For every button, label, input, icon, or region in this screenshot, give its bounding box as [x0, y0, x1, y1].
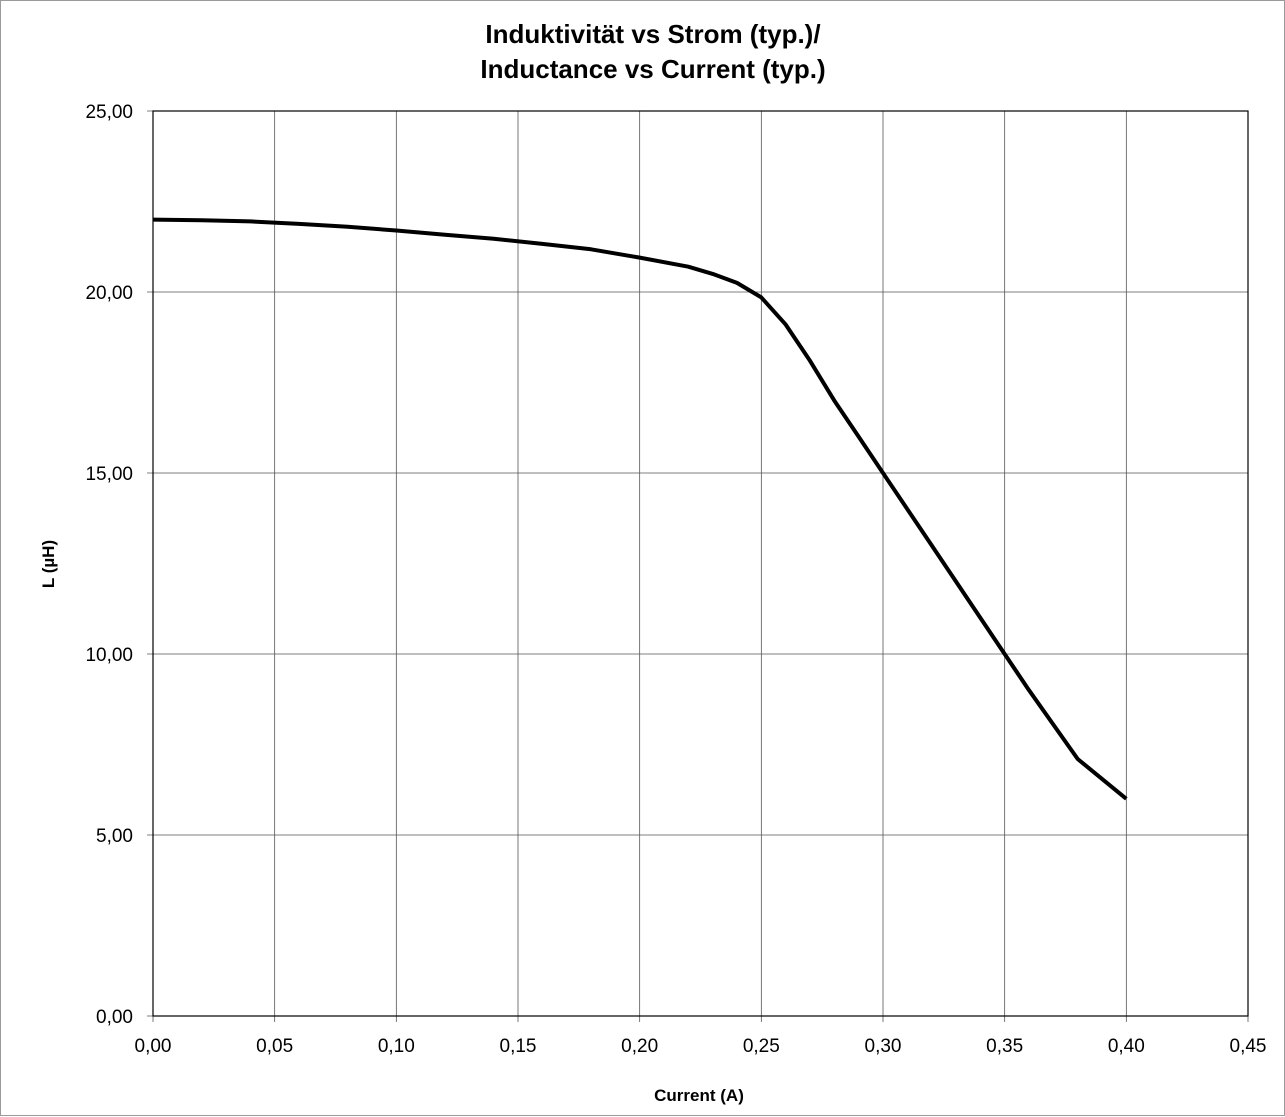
- plot-area: [152, 110, 1249, 1017]
- x-tick-label: 0,20: [621, 1036, 658, 1057]
- x-tick-label: 0,25: [743, 1036, 780, 1057]
- x-tick-label: 0,45: [1230, 1036, 1267, 1057]
- x-tick-label: 0,35: [986, 1036, 1023, 1057]
- chart-title-line-2: Inductance vs Current (typ.): [480, 54, 825, 84]
- x-tick-label: 0,15: [500, 1036, 537, 1057]
- x-tick-label: 0,30: [865, 1036, 902, 1057]
- y-tick-label: 20,00: [85, 283, 133, 304]
- x-tick-label: 0,00: [135, 1036, 172, 1057]
- y-tick-label: 5,00: [96, 826, 133, 847]
- x-tick-label: 0,10: [378, 1036, 415, 1057]
- grid-lines: [147, 110, 1249, 1022]
- x-tick-label: 0,40: [1108, 1036, 1145, 1057]
- y-tick-label: 15,00: [85, 464, 133, 485]
- tick-labels: 0,00 0,05 0,10 0,15 0,20 0,25 0,30 0,35 0,40 0,45…: [85, 102, 1266, 1057]
- series-line: [152, 217, 1128, 801]
- y-axis-title: L (µH): [39, 540, 58, 588]
- chart-title-line-1: Induktivität vs Strom (typ.)/: [485, 19, 820, 49]
- y-tick-label: 0,00: [96, 1007, 133, 1028]
- x-axis-title: Current (A): [654, 1086, 744, 1105]
- y-tick-label: 10,00: [85, 645, 133, 666]
- data-series: [152, 217, 1128, 801]
- x-tick-label: 0,05: [256, 1036, 293, 1057]
- y-tick-label: 25,00: [85, 102, 133, 123]
